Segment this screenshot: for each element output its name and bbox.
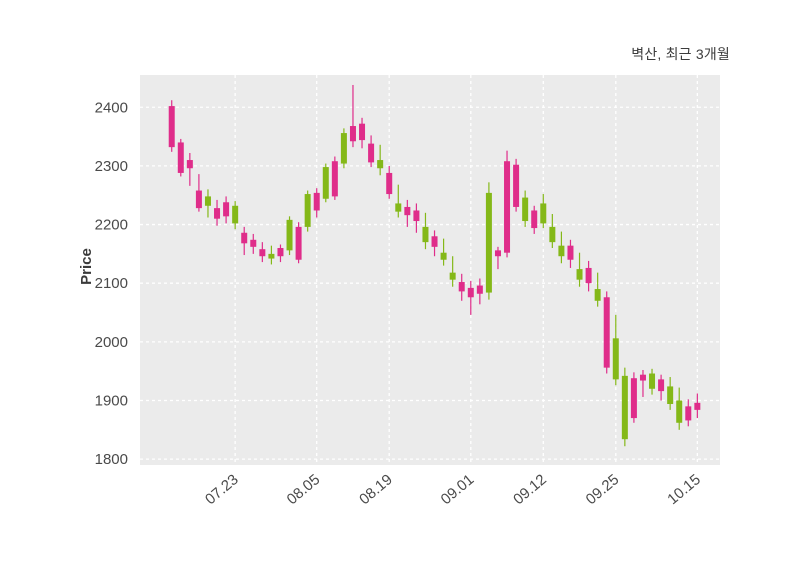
candle-body xyxy=(630,378,637,419)
candle-body xyxy=(322,167,329,199)
candle-body xyxy=(368,143,375,163)
candle-body xyxy=(621,375,628,440)
candle-body xyxy=(458,282,465,292)
x-tick-label: 09.25 xyxy=(583,471,623,508)
candle-body xyxy=(214,208,221,219)
candle-body xyxy=(649,373,656,389)
candle-body xyxy=(449,272,456,280)
candle-body xyxy=(694,402,701,410)
candle-body xyxy=(395,203,402,212)
candle-body xyxy=(558,245,565,257)
x-tick-label: 09.01 xyxy=(438,471,478,508)
x-tick-label: 08.05 xyxy=(284,471,324,508)
candle-body xyxy=(340,133,347,164)
candle-body xyxy=(186,160,193,169)
candle-body xyxy=(223,202,230,217)
candle-body xyxy=(549,226,556,243)
candle-body xyxy=(658,379,665,392)
candle-body xyxy=(413,210,420,222)
candle-body xyxy=(603,297,610,368)
x-tick-label: 10.15 xyxy=(664,471,704,508)
candle-body xyxy=(594,289,601,301)
candle-body xyxy=(177,142,184,173)
candle-body xyxy=(195,190,202,209)
candle-body xyxy=(440,252,447,260)
x-tick-label: 09.12 xyxy=(510,471,550,508)
candle-body xyxy=(313,192,320,211)
candle-body xyxy=(531,210,538,229)
y-tick-label: 2000 xyxy=(95,334,128,351)
candle-body xyxy=(585,267,592,284)
candle-body xyxy=(667,386,674,405)
candle-body xyxy=(567,245,574,260)
x-tick-label: 07.23 xyxy=(202,471,242,508)
y-tick-label: 1900 xyxy=(95,392,128,409)
y-tick-label: 2400 xyxy=(95,99,128,116)
candle-body xyxy=(639,374,646,381)
y-tick-label: 2100 xyxy=(95,275,128,292)
candle-body xyxy=(467,287,474,298)
candle-body xyxy=(685,406,692,421)
candle-body xyxy=(485,192,492,293)
candle-body xyxy=(476,285,483,294)
candle-body xyxy=(540,203,547,224)
candle-body xyxy=(431,236,438,247)
chart-title: 벽산, 최근 3개월 xyxy=(631,46,730,62)
candle-body xyxy=(286,219,293,251)
candle-body xyxy=(576,269,583,280)
candle-body xyxy=(386,172,393,195)
y-tick-label: 1800 xyxy=(95,451,128,468)
candle-body xyxy=(232,205,239,224)
candle-body xyxy=(359,123,366,141)
candle-body xyxy=(331,161,338,197)
candle-body xyxy=(494,250,501,257)
candle-body xyxy=(676,400,683,423)
candle-body xyxy=(241,232,248,244)
candle-body xyxy=(504,161,511,253)
candle-body xyxy=(349,126,356,142)
y-tick-label: 2200 xyxy=(95,217,128,234)
candle-body xyxy=(168,106,175,148)
x-tick-label: 08.19 xyxy=(356,471,396,508)
candle-body xyxy=(513,164,520,207)
candle-body xyxy=(304,194,311,227)
candle-body xyxy=(522,197,529,222)
candle-body xyxy=(377,160,384,169)
y-tick-label: 2300 xyxy=(95,158,128,175)
candle-body xyxy=(250,239,257,247)
candle-body xyxy=(422,226,429,243)
candle-body xyxy=(259,249,266,257)
candle-body xyxy=(204,196,211,206)
candle-body xyxy=(277,248,284,257)
candle-body xyxy=(612,338,619,380)
candle-body xyxy=(404,206,411,216)
candle-body xyxy=(295,226,302,260)
candle-body xyxy=(268,253,275,259)
